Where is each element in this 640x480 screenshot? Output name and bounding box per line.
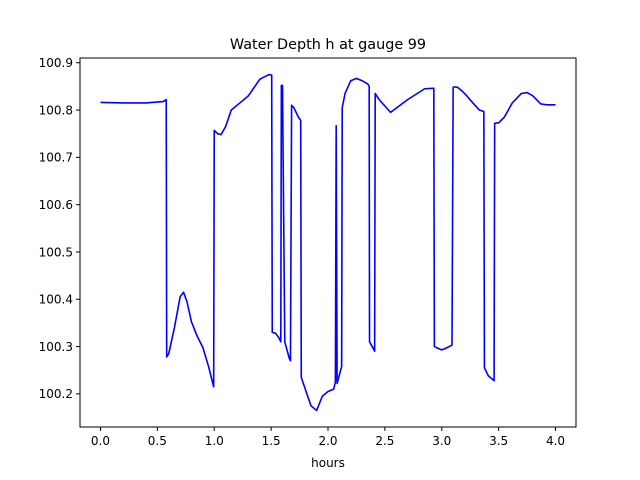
x-axis: 0.0 0.5 1.0 1.5 2.0 2.5 3.0 3.5 4.0: [91, 427, 565, 448]
y-tick-label: 100.4: [39, 293, 73, 307]
y-axis: 100.2 100.3 100.4 100.5 100.6 100.7 100.8 100.9: [39, 56, 80, 401]
x-tick-label: 2.5: [375, 434, 394, 448]
x-tick-label: 2.0: [318, 434, 337, 448]
x-tick-label: 1.5: [262, 434, 281, 448]
y-tick-label: 100.8: [39, 103, 73, 117]
x-tick-label: 4.0: [546, 434, 565, 448]
y-tick-label: 100.5: [39, 245, 73, 259]
y-tick-label: 100.6: [39, 198, 73, 212]
x-tick-label: 3.5: [489, 434, 508, 448]
y-tick-label: 100.9: [39, 56, 73, 70]
chart-title: Water Depth h at gauge 99: [230, 37, 426, 53]
x-tick-label: 0.0: [91, 434, 110, 448]
x-axis-label: hours: [311, 456, 345, 470]
x-tick-label: 1.0: [205, 434, 224, 448]
y-tick-label: 100.2: [39, 387, 73, 401]
plot-frame: [79, 57, 577, 428]
series-line-0: [100, 73, 556, 412]
y-tick-label: 100.7: [39, 151, 73, 165]
plot-area: [100, 73, 556, 412]
y-tick-label: 100.3: [39, 340, 73, 354]
x-tick-label: 3.0: [432, 434, 451, 448]
x-tick-label: 0.5: [148, 434, 167, 448]
